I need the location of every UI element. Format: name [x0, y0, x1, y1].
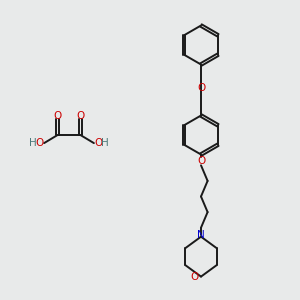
- Text: N: N: [197, 230, 205, 240]
- Text: O: O: [190, 272, 199, 282]
- Text: O: O: [197, 156, 205, 166]
- Text: H: H: [101, 138, 109, 148]
- Text: O: O: [53, 111, 62, 121]
- Text: O: O: [197, 82, 205, 93]
- Text: H: H: [29, 138, 37, 148]
- Text: O: O: [76, 111, 85, 121]
- Text: O: O: [36, 138, 44, 148]
- Text: O: O: [94, 138, 102, 148]
